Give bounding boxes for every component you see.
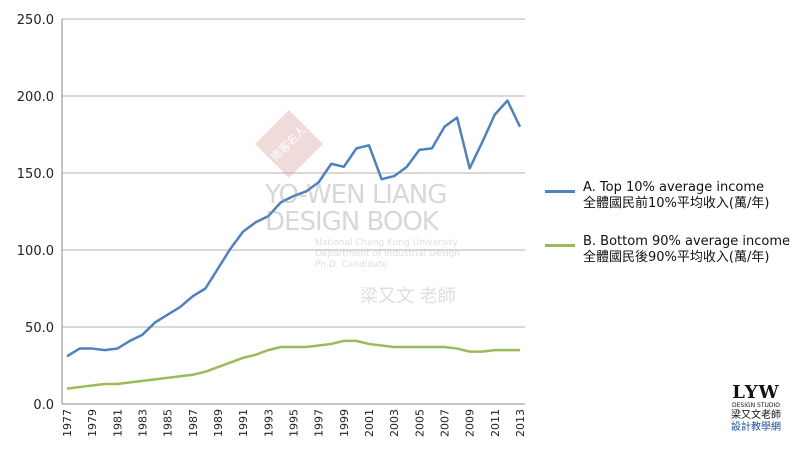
logo-cn1: 梁又文老師	[731, 410, 781, 421]
x-tick-label: 2009	[464, 409, 477, 437]
logo-main: LYW	[732, 382, 780, 403]
x-tick-label: 1977	[61, 409, 74, 437]
logo-sub: DESIGN STUDIO	[731, 402, 780, 409]
y-tick-label: 200.0	[17, 90, 54, 105]
legend-label-top10-zh: 全體國民前10%平均收入(萬/年)	[583, 196, 770, 211]
x-tick-label: 1983	[137, 409, 150, 437]
watermark-seal: 南客名人	[255, 110, 323, 178]
x-tick-labels: 1977 1979 1981 1983 1985 1987 1989 1991 1993 1995…	[61, 409, 527, 437]
watermark: 南客名人 YO-WEN LIANG DESIGN BOOK National C…	[255, 110, 480, 320]
watermark-title-line1: YO-WEN LIANG	[265, 180, 447, 210]
logo-cn2: 設計教學網	[731, 422, 781, 433]
x-tick-label: 1991	[237, 409, 250, 437]
x-tick-label: 1995	[288, 409, 301, 437]
legend-item-top10: A. Top 10% average income 全體國民前10%平均收入(萬…	[545, 180, 795, 212]
y-tick-label: 50.0	[25, 321, 54, 336]
legend-label-bottom90-zh: 全體國民後90%平均收入(萬/年)	[583, 250, 770, 265]
x-tick-label: 2003	[388, 409, 401, 437]
legend: A. Top 10% average income 全體國民前10%平均收入(萬…	[545, 180, 795, 278]
legend-swatch-bottom90	[545, 244, 575, 247]
x-tick-label: 1987	[187, 409, 200, 437]
watermark-title-line2: DESIGN BOOK	[265, 207, 439, 237]
studio-logo: LYW DESIGN STUDIO 梁又文老師 設計教學網	[718, 384, 794, 434]
axes	[61, 19, 525, 405]
legend-label-bottom90: B. Bottom 90% average income	[583, 234, 790, 249]
legend-swatch-top10	[545, 190, 575, 193]
x-tick-label: 2001	[363, 409, 376, 437]
x-tick-label: 2011	[489, 409, 502, 437]
y-tick-label: 250.0	[17, 13, 54, 28]
x-tick-label: 2007	[439, 409, 452, 437]
legend-label-top10: A. Top 10% average income	[583, 180, 764, 195]
x-tick-label: 2005	[413, 409, 426, 437]
x-tick-label: 1993	[262, 409, 275, 437]
watermark-sub2: Department of Industrial Design	[315, 249, 461, 259]
series-lines	[66, 99, 522, 390]
x-tick-label: 1999	[338, 409, 351, 437]
gridlines	[62, 18, 525, 328]
y-tick-label: 100.0	[17, 244, 54, 259]
legend-item-bottom90: B. Bottom 90% average income 全體國民後90%平均收…	[545, 234, 795, 266]
series-line-bottom90	[66, 339, 520, 390]
x-tick-label: 2013	[514, 409, 527, 437]
x-tick-label: 1979	[86, 409, 99, 437]
x-tick-label: 1989	[212, 409, 225, 437]
series-line-top10	[66, 99, 522, 358]
watermark-sub3: Ph.D. Candidate	[315, 260, 388, 270]
y-tick-labels: 0.0 50.0 100.0 150.0 200.0 250.0	[17, 13, 54, 413]
x-tick-label: 1981	[111, 409, 124, 437]
x-tick-label: 1985	[162, 409, 175, 437]
watermark-sub1: National Cheng Kung University	[315, 238, 459, 248]
y-tick-label: 0.0	[33, 398, 54, 413]
y-tick-label: 150.0	[17, 167, 54, 182]
watermark-cn: 梁又文 老師	[360, 286, 456, 307]
x-tick-label: 1997	[313, 409, 326, 437]
